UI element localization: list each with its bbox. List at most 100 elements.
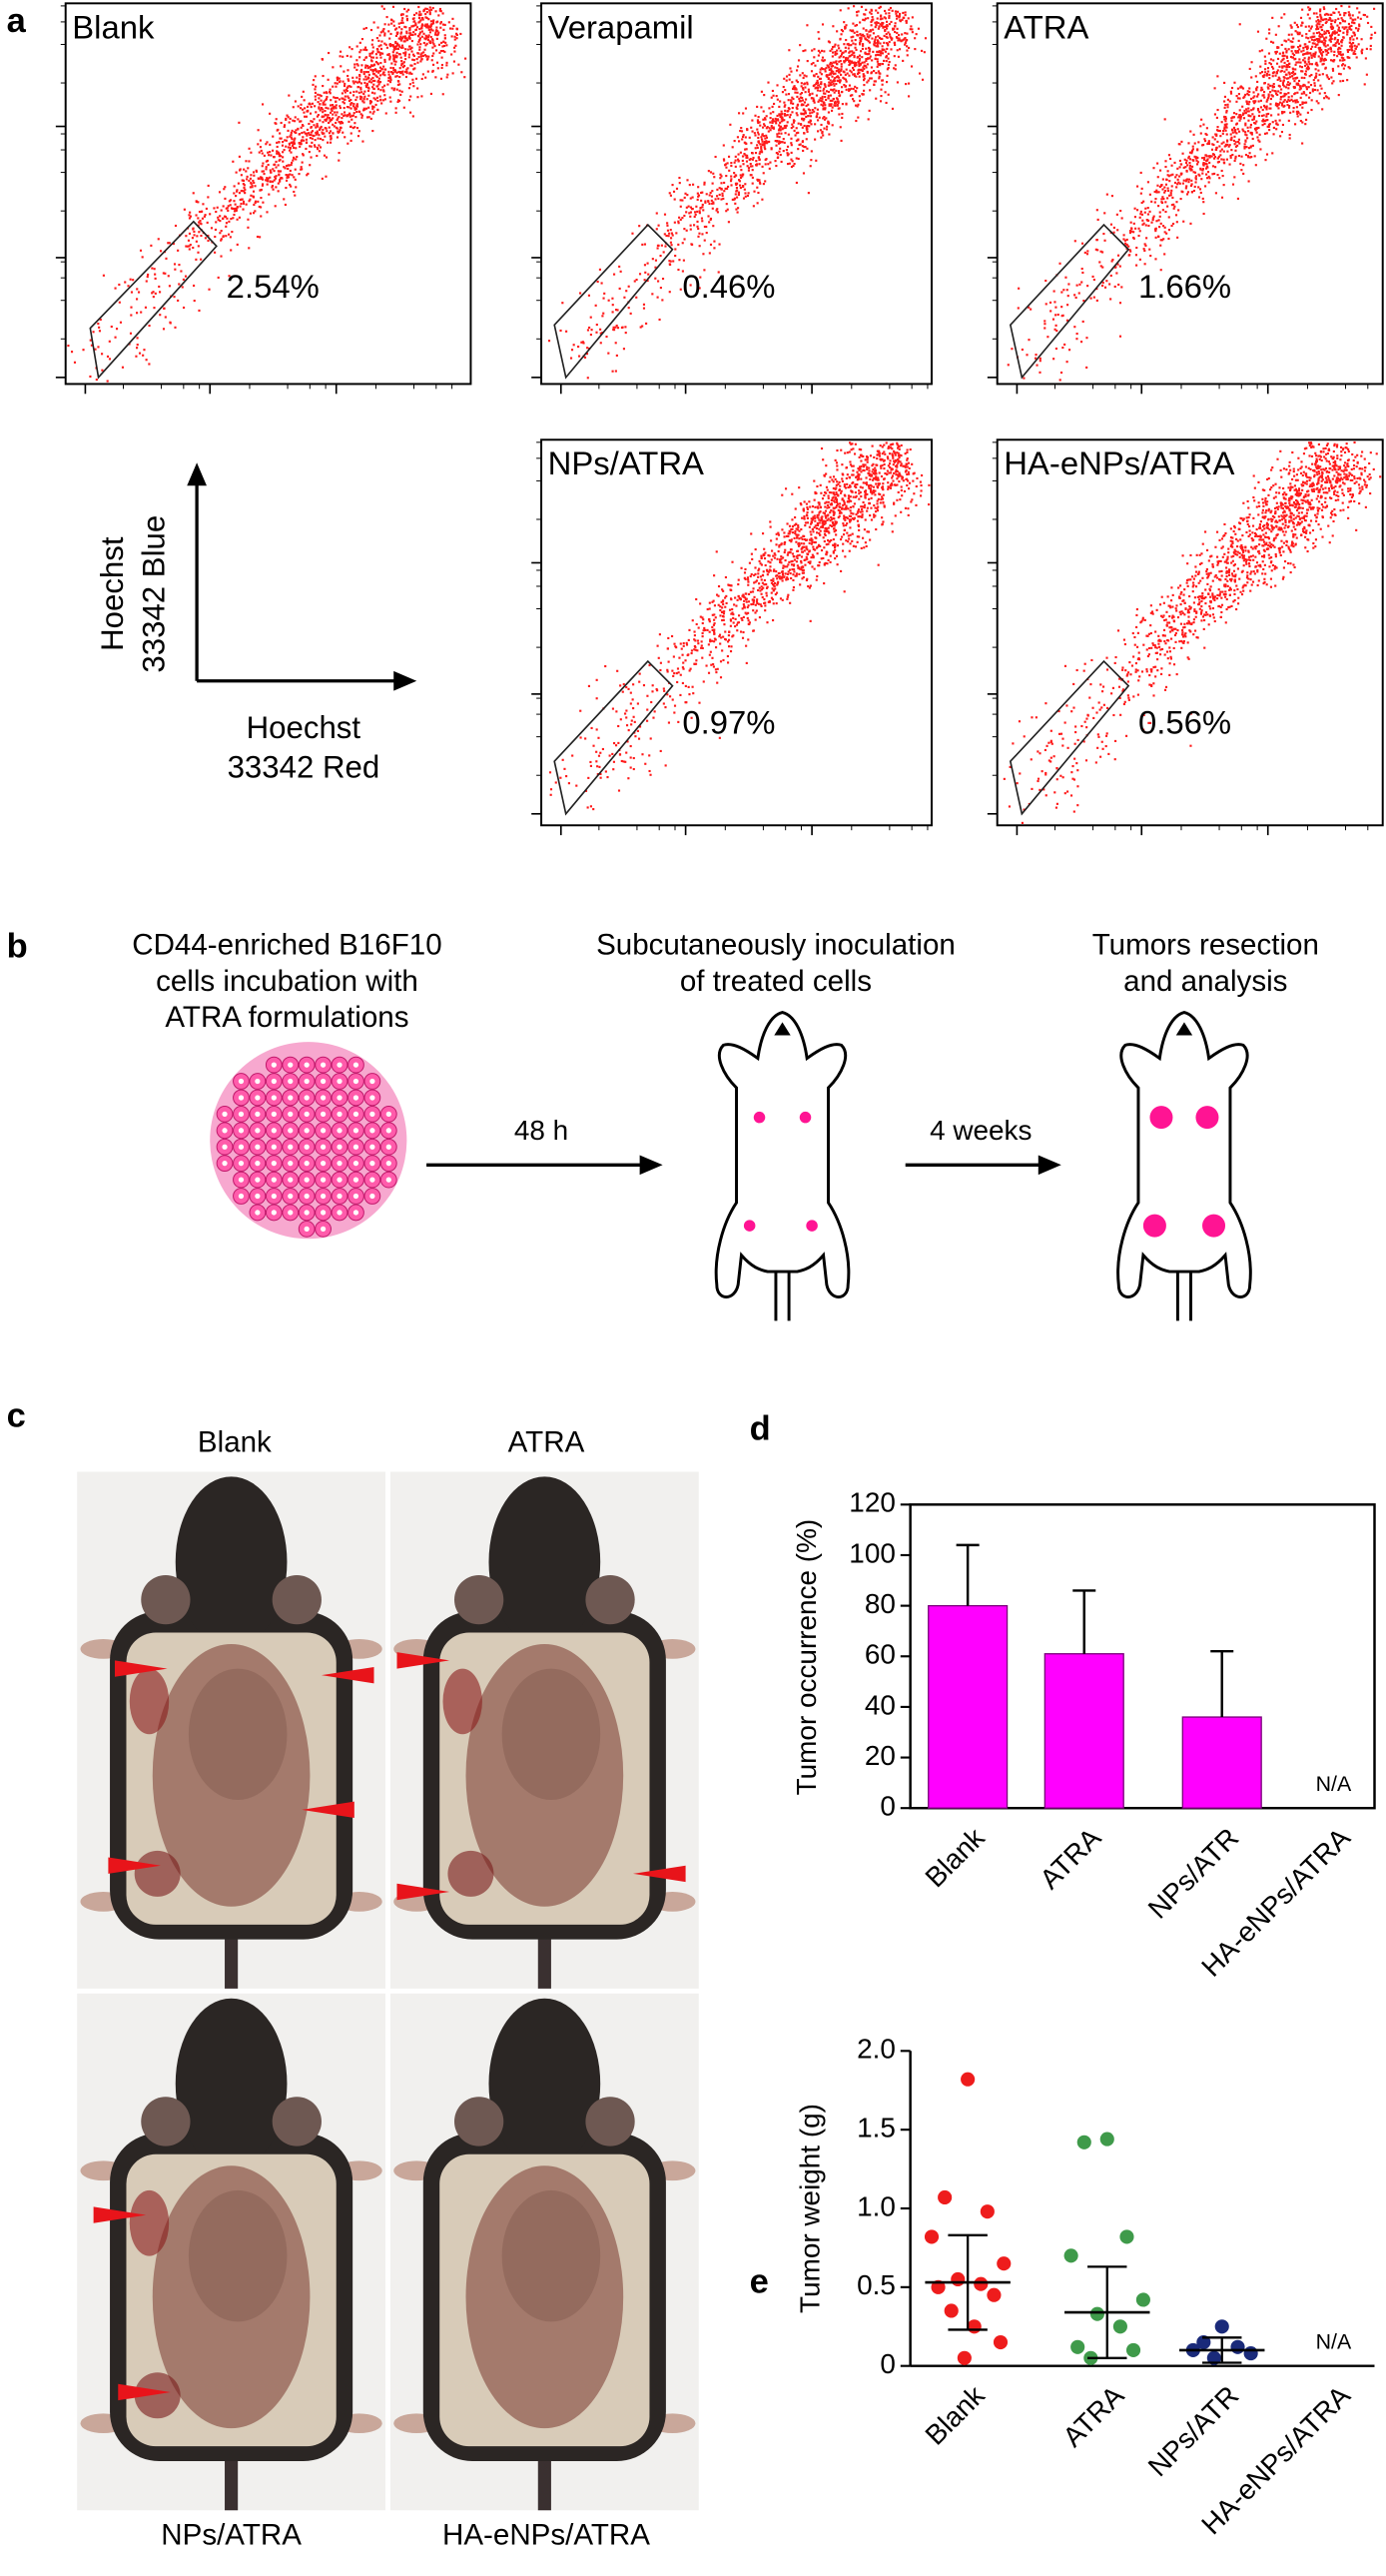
event: [253, 174, 256, 177]
event: [321, 177, 324, 180]
event: [1308, 17, 1311, 20]
event: [1210, 148, 1214, 151]
event: [291, 129, 294, 132]
event: [807, 108, 810, 111]
nucleus: [304, 1095, 310, 1101]
event: [763, 117, 767, 120]
event: [1195, 156, 1198, 159]
event: [359, 49, 362, 52]
event: [906, 54, 909, 57]
event: [861, 93, 864, 96]
event: [824, 108, 827, 111]
event: [614, 309, 618, 312]
event: [115, 328, 119, 331]
event: [193, 230, 196, 233]
event: [367, 94, 370, 97]
event: [417, 56, 420, 59]
event: [1329, 59, 1333, 62]
event: [324, 127, 327, 130]
event: [1187, 155, 1190, 158]
event: [97, 346, 100, 349]
event: [1293, 53, 1296, 57]
event: [1251, 118, 1254, 121]
event: [275, 186, 278, 189]
event: [414, 28, 417, 32]
event: [408, 45, 411, 48]
event: [453, 50, 456, 53]
event: [404, 26, 407, 29]
event: [1298, 65, 1302, 68]
event: [885, 60, 888, 63]
event: [685, 206, 688, 209]
event: [401, 66, 404, 69]
event: [873, 70, 876, 73]
nucleus: [304, 1161, 310, 1167]
event: [1073, 294, 1076, 297]
event: [261, 184, 264, 187]
event: [1051, 318, 1055, 321]
event: [330, 118, 333, 121]
event: [1245, 108, 1248, 111]
event: [1347, 22, 1351, 26]
event: [1114, 266, 1117, 269]
event: [1280, 16, 1283, 19]
event: [881, 37, 884, 40]
event: [1329, 35, 1332, 38]
event: [725, 174, 728, 178]
event: [329, 104, 333, 107]
event: [715, 209, 718, 212]
event: [346, 86, 348, 89]
event: [1301, 101, 1304, 104]
event: [739, 174, 742, 177]
event: [265, 168, 268, 171]
event: [1346, 29, 1349, 32]
event: [431, 22, 435, 25]
nucleus: [271, 1210, 277, 1216]
event: [1358, 23, 1361, 26]
event: [180, 270, 183, 273]
nucleus: [255, 1210, 261, 1216]
event: [357, 91, 360, 94]
event: [328, 126, 331, 129]
event: [1360, 52, 1364, 55]
event: [1208, 161, 1211, 164]
event: [678, 259, 681, 262]
event: [218, 191, 222, 194]
event: [257, 200, 260, 203]
event: [769, 129, 772, 132]
event: [1159, 244, 1162, 247]
event: [893, 55, 896, 58]
event: [1306, 65, 1310, 68]
event: [409, 48, 412, 51]
event: [229, 204, 232, 207]
event: [382, 89, 385, 92]
event: [323, 100, 326, 103]
event: [282, 160, 285, 163]
event: [757, 121, 760, 125]
event: [832, 25, 835, 28]
event: [689, 284, 692, 287]
event: [159, 250, 163, 253]
event: [1018, 287, 1021, 290]
event: [868, 36, 871, 39]
event: [153, 307, 156, 310]
event: [831, 46, 835, 49]
event: [894, 68, 897, 71]
event: [774, 140, 777, 143]
event: [878, 36, 882, 39]
event: [863, 79, 866, 82]
event: [1238, 119, 1241, 122]
event: [803, 113, 806, 116]
event: [780, 110, 783, 113]
event: [709, 243, 713, 246]
event: [840, 28, 843, 32]
event: [403, 54, 406, 57]
event: [623, 296, 626, 299]
event: [154, 292, 157, 295]
event: [1358, 25, 1361, 28]
event: [1167, 237, 1170, 241]
event: [1300, 92, 1303, 95]
event: [771, 120, 774, 123]
event: [220, 255, 223, 258]
event: [684, 192, 687, 195]
